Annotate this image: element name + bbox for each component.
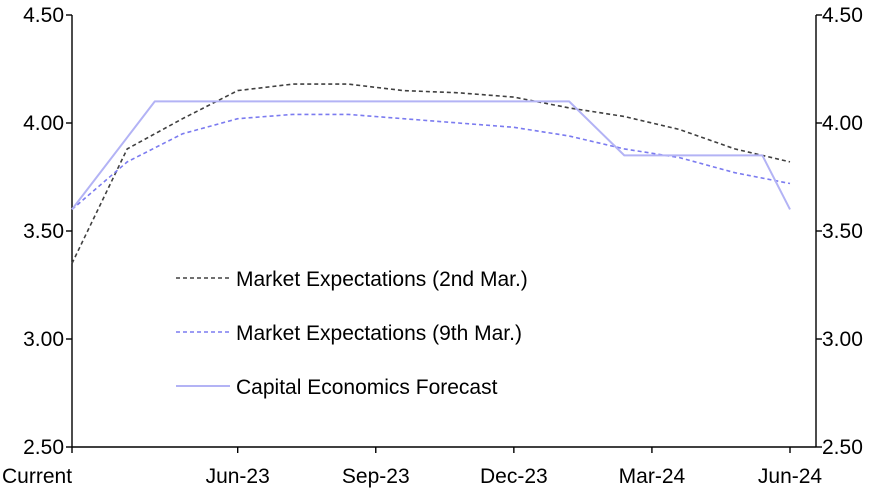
right-y-tick-label: 4.00 xyxy=(822,112,863,135)
left-y-tick-label: 4.50 xyxy=(23,4,64,27)
left-y-tick-label: 3.00 xyxy=(23,328,64,351)
x-tick-label: Jun-23 xyxy=(206,465,270,488)
series-line-2 xyxy=(71,113,791,211)
left-y-tick-label: 4.00 xyxy=(23,112,64,135)
legend-label-2: Market Expectations (9th Mar.) xyxy=(236,322,522,345)
right-y-tick-label: 3.50 xyxy=(822,220,863,243)
x-tick-label: Sep-23 xyxy=(342,465,410,488)
x-tick-label: Jun-24 xyxy=(758,465,823,488)
left-y-tick-label: 3.50 xyxy=(23,220,64,243)
series-lines xyxy=(71,83,791,264)
right-y-tick-label: 2.50 xyxy=(822,436,863,459)
x-tick-label: Current xyxy=(2,465,72,488)
series-line-1 xyxy=(71,83,791,264)
left-y-tick-label: 2.50 xyxy=(23,436,64,459)
series-line-3 xyxy=(71,100,791,211)
x-tick-label: Dec-23 xyxy=(480,465,548,488)
legend-label-3: Capital Economics Forecast xyxy=(236,376,498,399)
x-tick-label: Mar-24 xyxy=(619,465,686,488)
right-y-tick-label: 4.50 xyxy=(822,4,863,27)
axes: 2.50 2.50 3.00 3.00 3.50 3.50 4.00 4.00 4.50 4.50… xyxy=(2,4,863,488)
right-y-tick-label: 3.00 xyxy=(822,328,863,351)
legend: Market Expectations (2nd Mar.) Market Exp… xyxy=(176,268,528,399)
legend-label-1: Market Expectations (2nd Mar.) xyxy=(236,268,528,291)
